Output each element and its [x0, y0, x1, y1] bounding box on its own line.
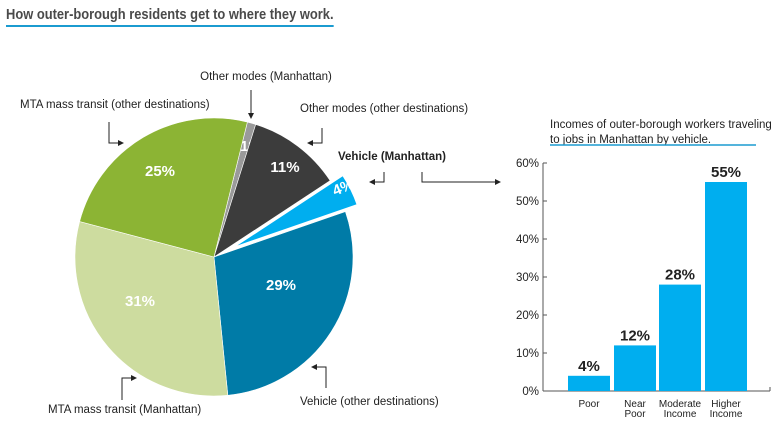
x-category-label: Higher: [711, 399, 741, 410]
bar: [614, 345, 656, 391]
bar-chart: Incomes of outer-borough workers traveli…: [516, 119, 772, 420]
x-category-label: Income: [664, 409, 697, 420]
y-tick-label: 20%: [516, 310, 539, 322]
pie-slice: [79, 117, 248, 258]
callout-arrow-icon: [121, 375, 137, 400]
pie-chart: 1%11%4%29%31%25%: [74, 117, 360, 397]
pie-slice-label: 31%: [125, 293, 155, 310]
x-category-label: Poor: [624, 409, 646, 420]
bar-chart-title: Incomes of outer-borough workers traveli…: [550, 119, 772, 131]
callout-arrow-icon: [108, 122, 124, 146]
bar: [659, 284, 701, 391]
bar-data-label: 12%: [620, 327, 650, 344]
y-tick-label: 50%: [516, 196, 539, 208]
x-category-label: Moderate: [659, 399, 702, 410]
y-tick-label: 10%: [516, 348, 539, 360]
pie-slice-label: 4%: [330, 176, 356, 200]
pie-callout-label: Vehicle (other destinations): [300, 396, 439, 408]
x-category-label: Poor: [578, 399, 600, 410]
bar-data-label: 28%: [665, 267, 695, 284]
pie-callout-label: MTA mass transit (Manhattan): [48, 404, 201, 416]
y-tick-label: 60%: [516, 158, 539, 170]
bar-chart-title: to jobs in Manhattan by vehicle.: [550, 134, 711, 146]
pie-callout-label: MTA mass transit (other destinations): [20, 99, 210, 111]
x-category-label: Near: [624, 399, 646, 410]
bar: [568, 375, 610, 391]
pie-callout-label: Other modes (Manhattan): [200, 71, 332, 83]
bar-data-label: 55%: [711, 164, 741, 181]
pie-slice-label: 25%: [145, 163, 175, 180]
y-tick-label: 0%: [522, 386, 539, 398]
y-tick-label: 40%: [516, 234, 539, 246]
bar: [705, 182, 747, 391]
pie-slice: [213, 211, 354, 396]
pie-callouts: Other modes (Manhattan) Other modes (othe…: [20, 71, 501, 416]
bar-data-label: 4%: [578, 358, 600, 375]
pie-callout-label: Other modes (other destinations): [300, 103, 468, 115]
callout-arrow-icon: [369, 172, 385, 185]
link-arrow-icon: [421, 172, 501, 185]
pie-callout-label: Vehicle (Manhattan): [338, 151, 446, 163]
pie-slice-label: 11%: [270, 159, 299, 176]
pie-slice-label: 29%: [266, 277, 296, 294]
callout-arrow-icon: [307, 128, 323, 146]
pie-slice: [229, 173, 360, 250]
x-category-label: Income: [710, 409, 743, 420]
callout-arrow-icon: [311, 364, 327, 388]
y-tick-label: 30%: [516, 272, 539, 284]
pie-slice: [213, 124, 331, 258]
page-title: How outer-borough residents get to where…: [6, 6, 334, 27]
pie-slice: [74, 221, 229, 397]
